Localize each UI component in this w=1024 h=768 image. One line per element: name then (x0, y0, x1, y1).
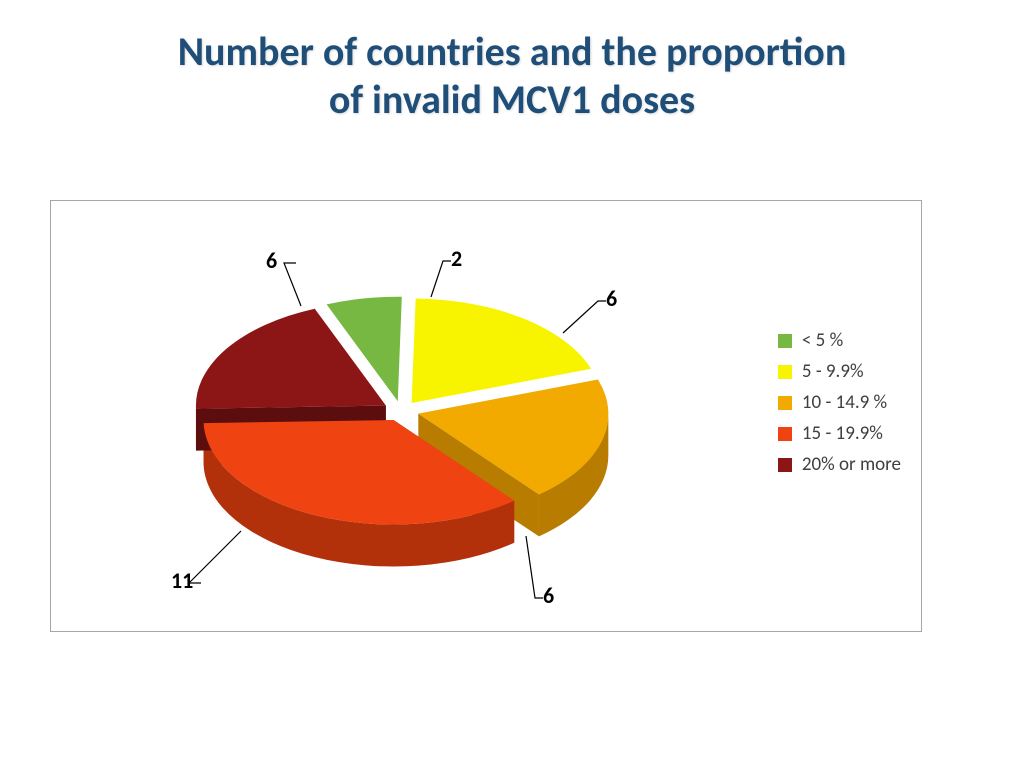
leader-line (526, 536, 543, 598)
legend-label: 20% or more (802, 453, 901, 476)
legend-item: < 5 % (778, 329, 901, 352)
legend-item: 20% or more (778, 453, 901, 476)
title-line-1: Number of countries and the proportion (178, 27, 847, 76)
legend-label: 10 - 14.9 % (802, 391, 887, 414)
data-label: 11 (171, 567, 193, 594)
legend-label: 5 - 9.9% (802, 360, 864, 383)
data-label: 6 (266, 247, 277, 274)
data-label: 6 (543, 582, 554, 609)
leader-line (431, 261, 451, 297)
leader-line (563, 301, 606, 333)
legend-item: 15 - 19.9% (778, 422, 901, 445)
leader-line (284, 263, 301, 306)
leader-line (189, 531, 241, 583)
legend: < 5 % 5 - 9.9% 10 - 14.9 % 15 - 19.9% 20% or… (778, 321, 901, 484)
chart-container: < 5 % 5 - 9.9% 10 - 14.9 % 15 - 19.9% 20% or… (50, 200, 922, 632)
legend-swatch (778, 427, 792, 441)
legend-item: 10 - 14.9 % (778, 391, 901, 414)
legend-swatch (778, 458, 792, 472)
legend-swatch (778, 334, 792, 348)
chart-title: Number of countries and the proportion o… (0, 0, 1024, 124)
legend-swatch (778, 365, 792, 379)
legend-item: 5 - 9.9% (778, 360, 901, 383)
legend-label: 15 - 19.9% (802, 422, 883, 445)
title-line-2: of invalid MCV1 doses (329, 75, 695, 124)
data-label: 2 (451, 245, 462, 272)
legend-label: < 5 % (802, 329, 843, 352)
pie-chart (131, 241, 651, 601)
legend-swatch (778, 396, 792, 410)
data-label: 6 (606, 285, 617, 312)
